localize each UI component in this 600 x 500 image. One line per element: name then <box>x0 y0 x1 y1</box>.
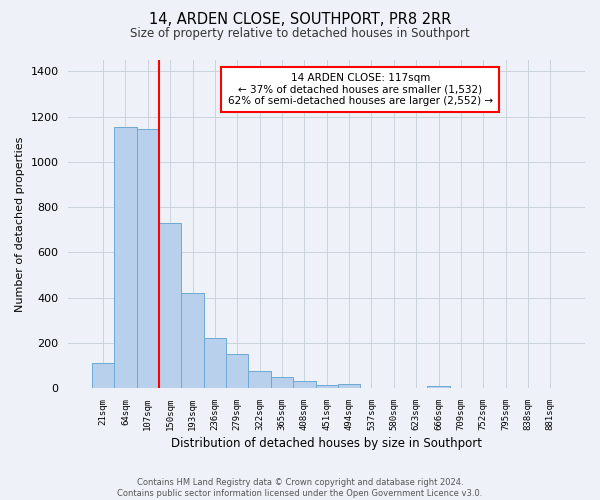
Bar <box>293 382 316 388</box>
Text: 14 ARDEN CLOSE: 117sqm
← 37% of detached houses are smaller (1,532)
62% of semi-: 14 ARDEN CLOSE: 117sqm ← 37% of detached… <box>227 73 493 106</box>
Bar <box>159 223 181 388</box>
X-axis label: Distribution of detached houses by size in Southport: Distribution of detached houses by size … <box>171 437 482 450</box>
Bar <box>204 338 226 388</box>
Text: 14, ARDEN CLOSE, SOUTHPORT, PR8 2RR: 14, ARDEN CLOSE, SOUTHPORT, PR8 2RR <box>149 12 451 28</box>
Bar <box>137 129 159 388</box>
Bar <box>316 384 338 388</box>
Bar <box>181 293 204 388</box>
Bar <box>114 126 137 388</box>
Bar <box>92 363 114 388</box>
Y-axis label: Number of detached properties: Number of detached properties <box>15 136 25 312</box>
Bar <box>338 384 360 388</box>
Text: Size of property relative to detached houses in Southport: Size of property relative to detached ho… <box>130 28 470 40</box>
Bar <box>427 386 450 388</box>
Bar <box>226 354 248 388</box>
Bar <box>271 377 293 388</box>
Bar <box>248 371 271 388</box>
Text: Contains HM Land Registry data © Crown copyright and database right 2024.
Contai: Contains HM Land Registry data © Crown c… <box>118 478 482 498</box>
